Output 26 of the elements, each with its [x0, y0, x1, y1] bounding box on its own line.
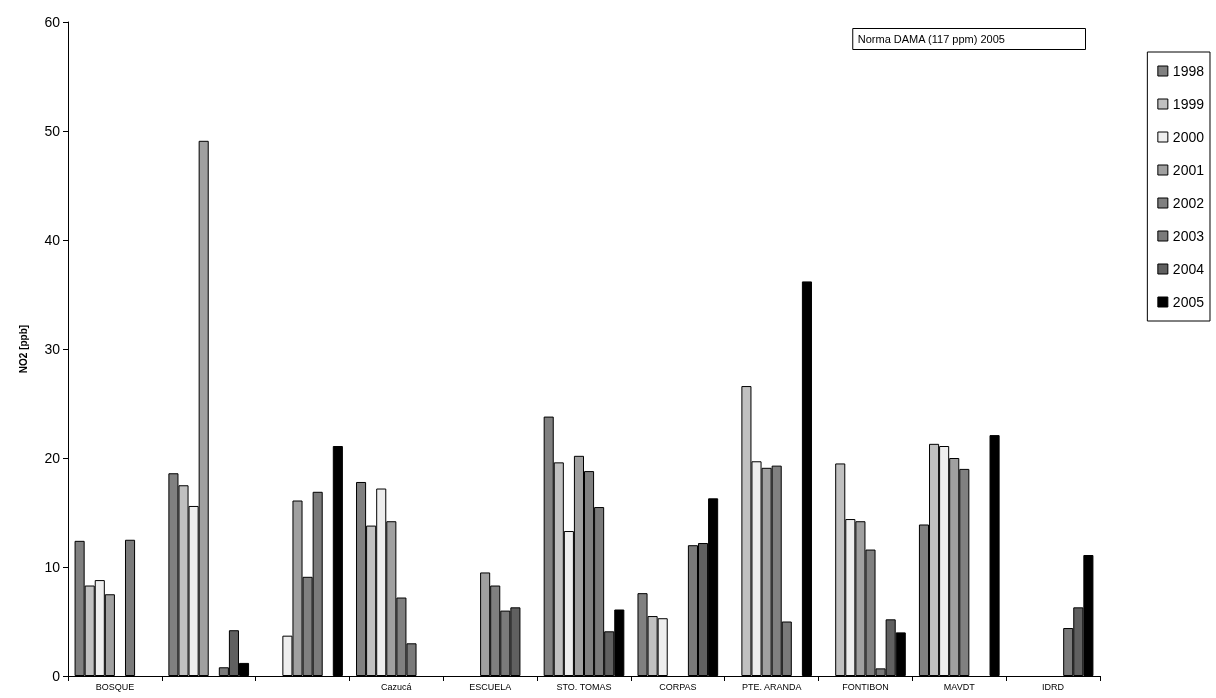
y-tick-label: 60 [44, 14, 61, 30]
y-tick-label: 0 [52, 668, 61, 684]
y-tick-label: 10 [44, 559, 61, 575]
legend-label: 2005 [1172, 294, 1205, 310]
x-tick-label: MAVDT [943, 681, 976, 692]
y-tick-label: 20 [44, 450, 61, 466]
annotation: Norma DAMA (117 ppm) 2005 [857, 33, 1005, 45]
x-tick-label: BOSQUE [95, 681, 135, 692]
x-tick-label: STO. TOMAS [556, 681, 612, 692]
x-tick-label: IDRD [1042, 681, 1065, 692]
y-tick-label: 50 [44, 123, 61, 139]
x-tick-label: PTE. ARANDA [741, 681, 802, 692]
legend-label: 2004 [1172, 261, 1205, 277]
legend-label: 1999 [1172, 96, 1205, 112]
legend-label: 2001 [1172, 162, 1205, 178]
y-tick-label: 30 [44, 341, 61, 357]
x-tick-label: Cazucá [381, 681, 412, 692]
x-tick-label: ESCUELA [469, 681, 512, 692]
x-tick-label: CORPAS [659, 681, 697, 692]
legend-label: 1998 [1172, 63, 1205, 79]
y-tick-label: 40 [44, 232, 61, 248]
legend-label: 2002 [1172, 195, 1205, 211]
y-axis-title: NO2 [ppb] [17, 324, 29, 374]
legend-label: 2000 [1172, 129, 1205, 145]
legend-label: 2003 [1172, 228, 1205, 244]
x-tick-label: FONTIBON [842, 681, 889, 692]
